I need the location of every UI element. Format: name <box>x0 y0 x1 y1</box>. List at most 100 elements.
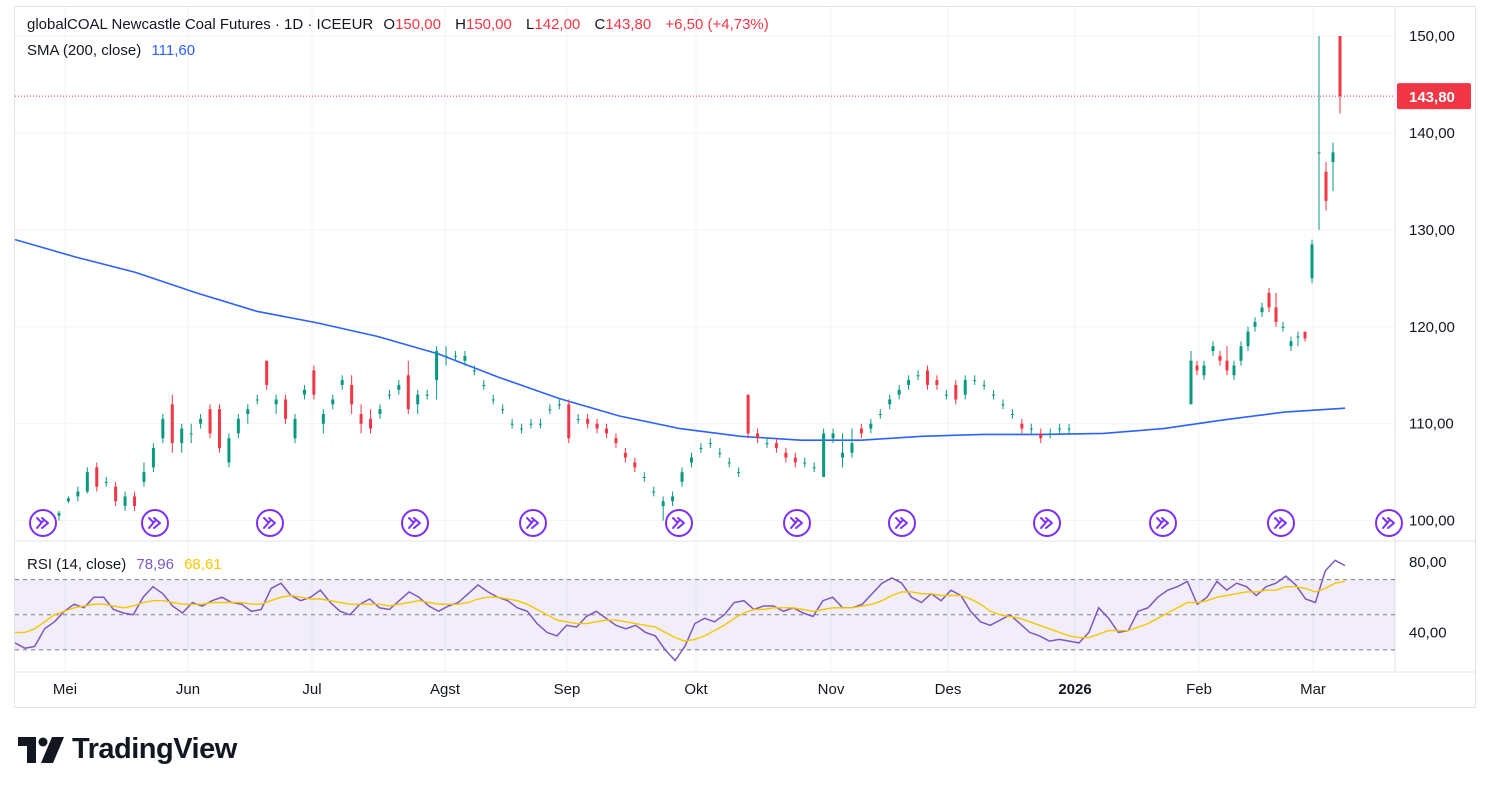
candle-body <box>1010 414 1014 416</box>
last-price-tag <box>1397 83 1471 110</box>
time-tick-label: Mei <box>53 681 77 698</box>
candle-body <box>369 418 373 429</box>
candle-body <box>1189 360 1193 405</box>
candle-body <box>378 409 382 415</box>
candle-body <box>935 380 939 385</box>
candle-body <box>1331 152 1335 163</box>
candle-body <box>1029 428 1033 430</box>
candle-body <box>180 428 184 444</box>
candle-body <box>1195 365 1199 371</box>
event-marker-icon[interactable] <box>1149 509 1177 537</box>
candle-body <box>274 399 278 405</box>
event-marker-icon[interactable] <box>665 509 693 537</box>
event-marker-icon[interactable] <box>401 509 429 537</box>
candle-body <box>765 443 769 445</box>
candle-body <box>756 433 760 439</box>
candle-body <box>217 409 221 448</box>
event-marker-icon[interactable] <box>1267 509 1295 537</box>
candle-body <box>586 418 590 424</box>
event-marker-icon[interactable] <box>783 509 811 537</box>
candle-body <box>284 399 288 419</box>
candle-body <box>350 384 354 405</box>
candle-body <box>387 394 391 396</box>
candle-body <box>529 423 533 425</box>
candle-body <box>104 481 108 483</box>
candle-body <box>501 409 505 411</box>
candle-body <box>331 399 335 405</box>
candle-body <box>1281 326 1285 328</box>
event-marker-icon[interactable] <box>519 509 547 537</box>
candle-body <box>1058 428 1062 430</box>
candle-body <box>652 491 656 493</box>
open-value: O150,00 <box>383 16 441 33</box>
price-tick-label: 140,00 <box>1409 125 1455 142</box>
candle-body <box>623 452 627 458</box>
price-tick-label: 110,00 <box>1409 416 1454 433</box>
candle-body <box>142 472 146 482</box>
candle-body <box>340 380 344 385</box>
candle-body <box>1225 360 1229 371</box>
candle-body <box>841 452 845 458</box>
time-tick-label: Des <box>935 681 962 698</box>
event-marker-icon[interactable] <box>1033 509 1061 537</box>
sma-legend: SMA (200, close) 111,60 <box>27 42 201 59</box>
symbol-title: globalCOAL Newcastle Coal Futures · 1D ·… <box>27 16 374 33</box>
candle-body <box>869 423 873 429</box>
main-chart-svg[interactable]: 150,00 140,00 130,00 120,00 110,00 100,00 143,… <box>15 7 1475 707</box>
candle-body <box>944 394 948 396</box>
event-marker-icon[interactable] <box>29 509 57 537</box>
candle-body <box>1001 404 1005 406</box>
candle-body <box>444 355 448 357</box>
event-marker-icon[interactable] <box>141 509 169 537</box>
candle-body <box>982 384 986 386</box>
candle-body <box>1232 365 1236 376</box>
candle-body <box>1253 321 1257 327</box>
candle-body <box>812 467 816 469</box>
candle-body <box>463 355 467 361</box>
candle-body <box>992 394 996 396</box>
candle-body <box>1218 355 1222 361</box>
candle-body <box>189 433 193 435</box>
tradingview-logo[interactable]: TradingView <box>18 733 237 766</box>
event-marker-icon[interactable] <box>256 509 284 537</box>
candle-body <box>567 404 571 439</box>
time-tick-label: 2026 <box>1058 681 1091 698</box>
price-tick-label: 120,00 <box>1409 319 1455 336</box>
candle-body <box>208 409 212 434</box>
candle-body <box>1211 346 1215 352</box>
rsi-legend: RSI (14, close) 78,96 68,61 <box>27 556 228 573</box>
time-tick-label: Mar <box>1300 681 1326 698</box>
candle-body <box>907 380 911 385</box>
candle-body <box>888 399 892 405</box>
candle-body <box>925 370 929 385</box>
price-tick-label: 150,00 <box>1409 28 1455 45</box>
candle-body <box>803 462 807 464</box>
candle-body <box>95 467 99 487</box>
candle-body <box>727 462 731 464</box>
price-tick-label: 130,00 <box>1409 222 1455 239</box>
close-value: C143,80 <box>594 16 652 33</box>
candle-body <box>774 443 778 448</box>
event-marker-icon[interactable] <box>1375 509 1403 537</box>
candle-body <box>293 418 297 439</box>
candle-body <box>1067 428 1071 430</box>
sma-value: 111,60 <box>151 42 196 59</box>
event-marker-icon[interactable] <box>888 509 916 537</box>
candle-body <box>1289 341 1293 347</box>
candle-body <box>123 496 127 507</box>
sma-label: SMA (200, close) <box>27 42 142 59</box>
time-tick-label: Jul <box>302 681 321 698</box>
candle-body <box>435 351 439 381</box>
tradingview-logo-icon <box>18 736 64 763</box>
last-price-tag-label: 143,80 <box>1409 89 1455 106</box>
rsi-label: RSI (14, close) <box>27 556 127 573</box>
chart-frame[interactable]: 150,00 140,00 130,00 120,00 110,00 100,00 143,… <box>14 6 1476 708</box>
change-value: +6,50 (+4,73%) <box>665 16 769 33</box>
candle-body <box>1303 331 1307 339</box>
candle-body <box>680 472 684 482</box>
candle-body <box>76 491 80 497</box>
candle-body <box>1246 331 1250 347</box>
candle-body <box>397 384 401 390</box>
time-tick-label: Jun <box>176 681 200 698</box>
candle-body <box>510 423 514 425</box>
